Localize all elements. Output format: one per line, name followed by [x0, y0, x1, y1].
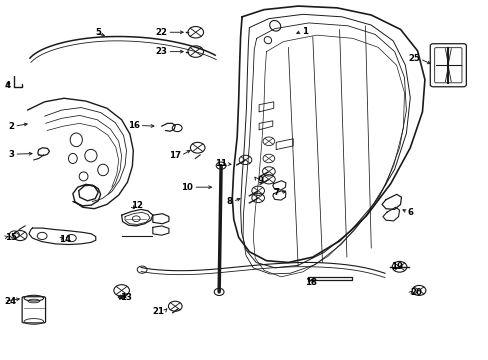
Text: 6: 6: [407, 208, 413, 217]
Text: 25: 25: [407, 54, 419, 63]
Text: 4: 4: [4, 81, 11, 90]
Text: 17: 17: [169, 151, 181, 160]
Text: 15: 15: [4, 233, 17, 242]
Text: 24: 24: [4, 297, 17, 306]
Text: 12: 12: [131, 201, 143, 210]
Text: 16: 16: [127, 121, 140, 130]
Text: 3: 3: [8, 150, 14, 159]
Text: 13: 13: [120, 293, 131, 302]
Text: 5: 5: [96, 28, 102, 37]
Text: 23: 23: [155, 47, 167, 56]
Text: 14: 14: [59, 235, 71, 244]
Text: 2: 2: [8, 122, 14, 131]
Text: 20: 20: [409, 288, 421, 297]
Text: 21: 21: [152, 307, 164, 316]
Text: 10: 10: [181, 183, 193, 192]
Text: 11: 11: [215, 159, 226, 168]
Text: 7: 7: [273, 188, 279, 197]
Text: 18: 18: [305, 278, 317, 287]
Text: 22: 22: [155, 28, 167, 37]
Text: 19: 19: [390, 262, 402, 271]
Text: 8: 8: [226, 197, 232, 206]
Text: 1: 1: [302, 27, 307, 36]
Text: 9: 9: [257, 176, 263, 185]
